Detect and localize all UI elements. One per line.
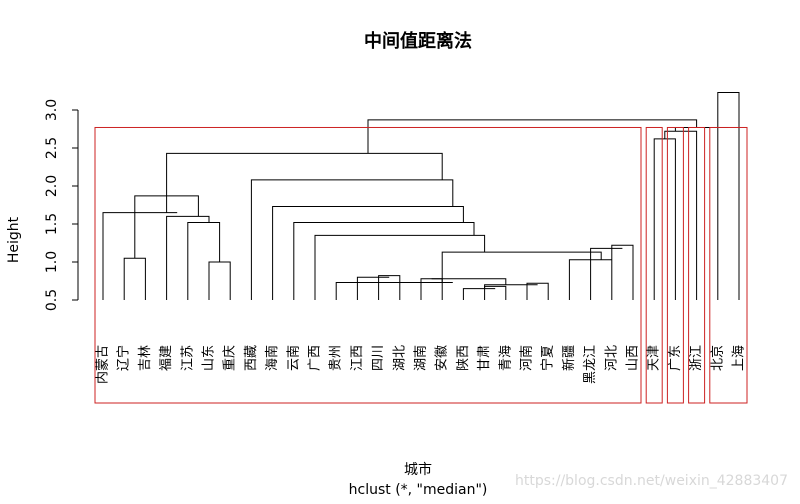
dendrogram-link [378,275,401,300]
cluster-rectangle [709,126,748,404]
leaf-label: 辽宁 [116,345,132,371]
dendrogram-link [526,282,549,300]
dendrogram-link [272,206,464,300]
leaf-label: 海南 [264,345,280,371]
leaf-label: 吉林 [138,345,153,371]
method-sublabel: hclust (*, "median") [349,482,488,498]
watermark: https://blog.csdn.net/weixin_42883407 [515,473,788,489]
dendrogram-link [462,288,496,300]
dendrogram-link [187,221,221,300]
y-tick-label: 1.5 [44,213,60,235]
dendrogram-links [102,92,740,300]
dendrogram-link [356,276,390,300]
dendrogram-link [717,92,740,300]
dendrogram-link [314,234,486,300]
dendrogram-link [590,247,623,300]
leaf-label: 河北 [604,345,619,371]
dendrogram-link [653,138,676,300]
dendrogram-link [293,221,475,300]
dendrogram-link [484,284,538,289]
chart-title: 中间值距离法 [364,30,472,52]
leaf-label: 黑龙江 [583,345,598,384]
leaf-label: 陕西 [456,345,471,371]
leaf-label: 江西 [350,345,365,371]
leaf-label: 山东 [202,345,217,371]
cluster-rectangle [645,126,663,404]
leaf-label: 广东 [668,345,683,371]
leaf-labels: 内蒙古 辽宁 吉林 福建 江苏 山东 重庆 西藏 海南 云南 广西 贵州 江西 四川 湖北 湖南 安徽 陕西 甘肃青… [95,345,747,384]
dendrogram-link [123,257,146,300]
leaf-label: 上海 [732,345,747,371]
cluster-rectangle [94,126,642,404]
leaf-label: 云南 [285,345,301,371]
dendrogram-link [166,152,443,213]
leaf-label: 甘肃 [477,345,492,371]
y-tick-label: 2.0 [44,175,60,197]
leaf-label: 湖南 [413,345,429,371]
leaf-label: 青海 [498,345,513,371]
dendrogram-link [664,130,698,300]
dendrogram-link [250,179,454,300]
cluster-rectangles [94,126,748,404]
leaf-label: 天津 [647,345,662,371]
leaf-label: 江苏 [179,345,195,371]
dendrogram-link [420,278,443,300]
dendrogram-link [441,251,602,283]
leaf-label: 广西 [308,345,323,371]
leaf-label: 北京 [710,345,725,371]
leaf-label: 湖北 [392,345,407,371]
y-tick-label: 0.5 [44,289,60,311]
y-tick-label: 3.0 [44,99,60,121]
leaf-label: 福建 [159,345,174,371]
y-tick-label: 1.0 [44,251,60,273]
leaf-label: 安徽 [435,345,450,371]
y-axis: 0.5 1.0 1.5 2.0 2.5 3.0 [44,99,79,311]
leaf-label: 新疆 [561,345,577,371]
leaf-label: 河南 [519,345,535,371]
leaf-label: 西藏 [244,345,259,371]
dendrogram-link [208,261,231,300]
leaf-label: 浙江 [689,345,704,371]
dendrogram-link [431,278,507,285]
leaf-label: 内蒙古 [95,345,111,384]
dendrogram-link [166,215,210,300]
dendrogram-link [102,212,178,300]
leaf-label: 贵州 [329,345,344,371]
leaf-label: 重庆 [222,345,238,371]
leaf-label: 山西 [626,345,641,371]
dendrogram-link [335,282,453,300]
dendrogram-link [484,285,507,300]
cluster-rectangle [666,126,684,404]
x-axis-label: 城市 [404,461,432,478]
dendrogram-link [611,244,634,300]
y-tick-label: 2.5 [44,137,60,159]
leaf-label: 宁夏 [540,345,556,371]
cluster-rectangle [688,126,706,404]
leaf-label: 四川 [371,345,386,371]
dendrogram-link [568,259,612,300]
dendrogram-link [367,119,698,154]
y-axis-label: Height [6,216,22,263]
